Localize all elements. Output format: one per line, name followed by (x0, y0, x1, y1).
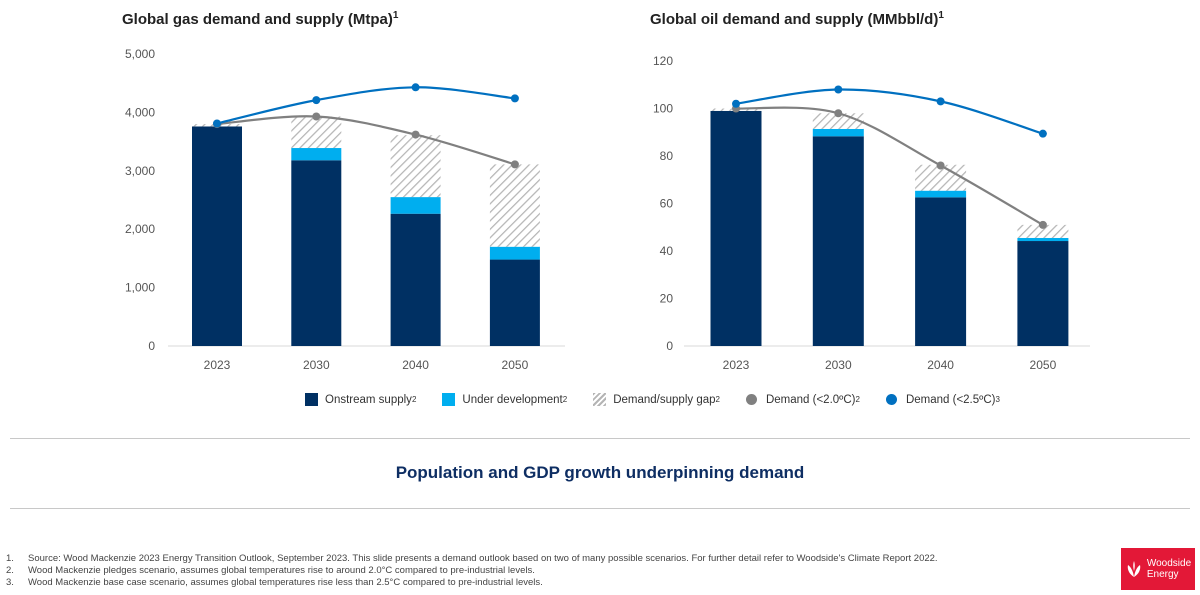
footnote: 2. Wood Mackenzie pledges scenario, assum… (6, 565, 535, 576)
demand-2-0-point (834, 109, 843, 118)
bar-under-development (390, 197, 441, 214)
demand-2-0-point (510, 160, 519, 169)
y-tick-label: 60 (660, 197, 674, 211)
y-tick-label: 1,000 (125, 281, 155, 295)
oil-chart-title: Global oil demand and supply (MMbbl/d)1 (650, 10, 944, 28)
demand-2-5-point (732, 99, 740, 108)
x-tick-label: 2050 (502, 358, 529, 372)
legend: Onstream supply 2 Under development 2 Dema… (305, 393, 1026, 406)
y-tick-label: 0 (148, 339, 155, 353)
x-tick-label: 2030 (825, 358, 852, 372)
bar-under-development (489, 246, 540, 260)
legend-gap: Demand/supply gap 2 (593, 393, 720, 406)
y-tick-label: 100 (653, 102, 673, 116)
footnote: 3. Wood Mackenzie base case scenario, ass… (6, 577, 543, 588)
bar-onstream-supply (710, 110, 762, 346)
x-tick-label: 2030 (303, 358, 330, 372)
bar-demand-supply-gap (291, 116, 342, 149)
bar-under-development (1017, 237, 1069, 242)
demand-2-5-point (312, 96, 321, 105)
demand-2-5-point (834, 85, 843, 94)
y-tick-label: 5,000 (125, 47, 155, 61)
y-tick-label: 80 (660, 149, 674, 163)
bar-onstream-supply (390, 213, 441, 346)
x-tick-label: 2040 (402, 358, 429, 372)
footnote: 1. Source: Wood Mackenzie 2023 Energy Tra… (6, 553, 938, 564)
demand-2-5-point (510, 94, 519, 103)
gas-chart-title: Global gas demand and supply (Mtpa)1 (122, 10, 399, 28)
divider-bottom (10, 508, 1190, 509)
x-tick-label: 2023 (204, 358, 231, 372)
section-subtitle: Population and GDP growth underpinning d… (395, 463, 805, 482)
demand-2-5-point (1038, 129, 1047, 138)
bar-onstream-supply (192, 126, 242, 346)
x-tick-label: 2050 (1030, 358, 1057, 372)
demand-2-5-point (411, 83, 420, 92)
demand-2-5-line (735, 88, 1044, 135)
demand-2-5-point (936, 97, 945, 106)
bar-under-development (915, 190, 967, 198)
demand-2-0-point (411, 130, 420, 139)
demand-2-0-line (216, 115, 516, 166)
bar-demand-supply-gap (390, 135, 441, 198)
footnotes: 1. Source: Wood Mackenzie 2023 Energy Tra… (6, 553, 938, 589)
demand-2-0-line (735, 106, 1044, 226)
legend-demand-2-5: Demand (<2.5ºC) 3 (885, 394, 1000, 406)
demand-2-5-line (216, 86, 516, 125)
y-tick-label: 3,000 (125, 164, 155, 178)
woodside-flower-icon (1127, 561, 1141, 577)
bar-onstream-supply (291, 160, 342, 346)
legend-onstream: Onstream supply 2 (305, 393, 416, 406)
legend-demand-2-0: Demand (<2.0ºC) 2 (745, 394, 860, 406)
y-tick-label: 0 (666, 339, 673, 353)
y-tick-label: 2,000 (125, 222, 155, 236)
x-tick-label: 2040 (927, 358, 954, 372)
y-tick-label: 4,000 (125, 105, 155, 119)
woodside-logo: Woodside Energy (1121, 548, 1195, 590)
demand-2-5-point (213, 119, 221, 128)
bar-demand-supply-gap (489, 164, 540, 247)
legend-under-development: Under development 2 (442, 393, 567, 406)
bar-under-development (291, 148, 342, 161)
demand-2-0-point (312, 112, 321, 121)
y-tick-label: 20 (660, 292, 674, 306)
demand-2-0-point (1038, 220, 1047, 229)
y-tick-label: 40 (660, 244, 674, 258)
bar-under-development (812, 128, 864, 137)
divider-top (10, 438, 1190, 439)
y-tick-label: 120 (653, 54, 673, 68)
bar-demand-supply-gap (1017, 224, 1069, 238)
bar-onstream-supply (489, 259, 540, 346)
bar-onstream-supply (812, 136, 864, 346)
x-tick-label: 2023 (723, 358, 750, 372)
bar-onstream-supply (1017, 241, 1069, 346)
demand-2-0-point (936, 161, 945, 170)
gas-chart: 0 1,000 2,000 3,000 4,000 5,000 2023 2030 2040 20… (125, 47, 565, 372)
bar-onstream-supply (915, 197, 967, 346)
